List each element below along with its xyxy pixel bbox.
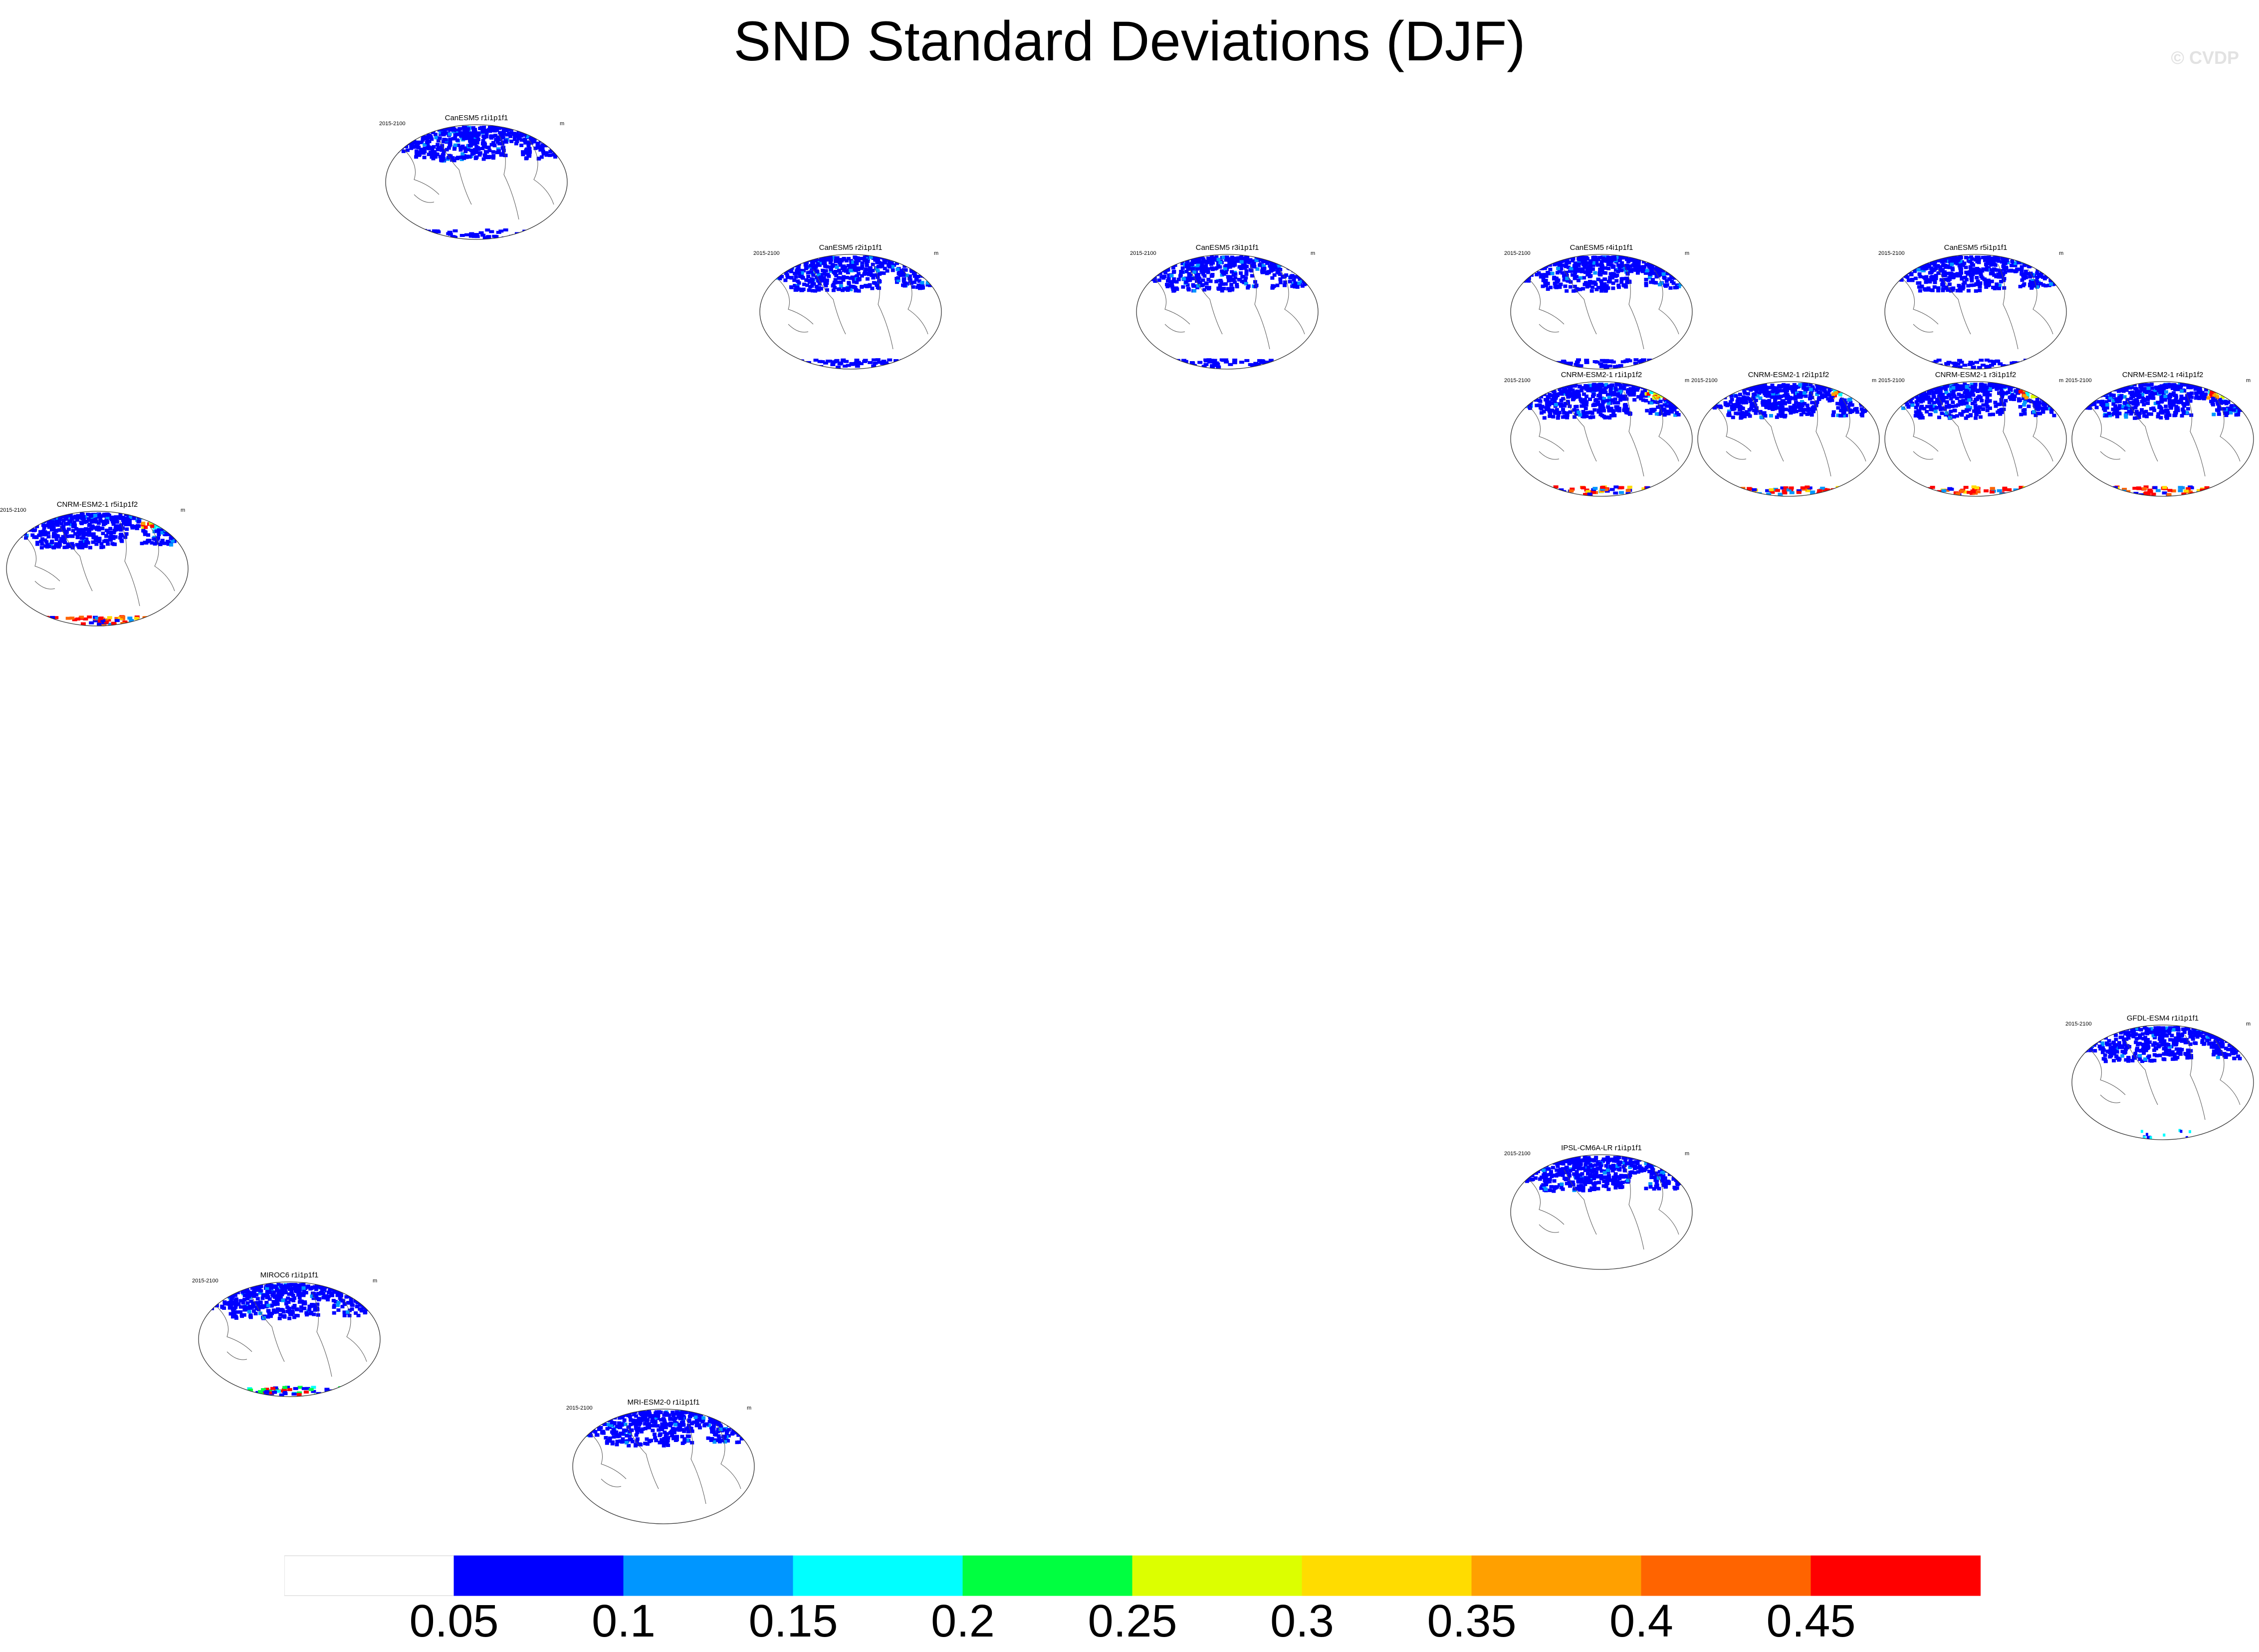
panel-units: m bbox=[2246, 378, 2251, 384]
panel-title: CNRM-ESM2-1 r4i1p1f2 bbox=[2122, 371, 2204, 379]
colorbar-segment bbox=[623, 1555, 794, 1596]
map-panel: CNRM-ESM2-1 r2i1p1f2 2015-2100 m bbox=[1691, 371, 1891, 506]
panel-title: CanESM5 r3i1p1f1 bbox=[1195, 243, 1259, 252]
colorbar-tick-label: 0.15 bbox=[748, 1596, 838, 1647]
panel-units: m bbox=[181, 507, 186, 513]
panel-units: m bbox=[1685, 1151, 1690, 1157]
globe-map bbox=[1510, 1154, 1693, 1270]
map-panel: CanESM5 r1i1p1f1 2015-2100 m bbox=[379, 114, 579, 249]
panel-period: 2015-2100 bbox=[566, 1405, 593, 1411]
panel-units: m bbox=[2059, 378, 2064, 384]
panel-units: m bbox=[934, 250, 939, 256]
colorbar-tick-label: 0.45 bbox=[1766, 1596, 1856, 1647]
map-panel: CanESM5 r3i1p1f1 2015-2100 m bbox=[1130, 243, 1330, 379]
colorbar-tick-label: 0.35 bbox=[1427, 1596, 1517, 1647]
globe-map bbox=[1136, 254, 1319, 370]
colorbar-segment bbox=[1471, 1555, 1642, 1596]
colorbar-segment bbox=[1302, 1555, 1472, 1596]
panel-period: 2015-2100 bbox=[379, 121, 406, 127]
panel-title: CNRM-ESM2-1 r2i1p1f2 bbox=[1748, 371, 1829, 379]
map-panel: CanESM5 r4i1p1f1 2015-2100 m bbox=[1504, 243, 1704, 379]
globe-map bbox=[1510, 254, 1693, 370]
map-panel: MIROC6 r1i1p1f1 2015-2100 m bbox=[192, 1271, 392, 1407]
panel-title: MIROC6 r1i1p1f1 bbox=[260, 1271, 319, 1279]
globe-map bbox=[198, 1281, 381, 1397]
map-panel: MRI-ESM2-0 r1i1p1f1 2015-2100 m bbox=[566, 1398, 766, 1534]
panel-title: CNRM-ESM2-1 r1i1p1f2 bbox=[1561, 371, 1642, 379]
colorbar-tick-label: 0.05 bbox=[409, 1596, 499, 1647]
panel-period: 2015-2100 bbox=[1691, 378, 1718, 384]
globe-map bbox=[1510, 381, 1693, 497]
colorbar-tick-label: 0.3 bbox=[1270, 1596, 1334, 1647]
colorbar-segment bbox=[1641, 1555, 1811, 1596]
colorbar-tick-label: 0.1 bbox=[592, 1596, 656, 1647]
map-panel: CNRM-ESM2-1 r3i1p1f2 2015-2100 m bbox=[1878, 371, 2078, 506]
panel-units: m bbox=[1872, 378, 1877, 384]
panel-units: m bbox=[560, 121, 565, 127]
colorbar-segment bbox=[453, 1555, 624, 1596]
globe-map bbox=[2071, 381, 2254, 497]
map-panel: CNRM-ESM2-1 r5i1p1f2 2015-2100 m bbox=[0, 500, 200, 636]
panel-units: m bbox=[1311, 250, 1316, 256]
panel-units: m bbox=[373, 1278, 378, 1284]
panel-units: m bbox=[1685, 250, 1690, 256]
globe-map bbox=[1697, 381, 1880, 497]
panel-title: MRI-ESM2-0 r1i1p1f1 bbox=[627, 1398, 700, 1407]
map-panel: IPSL-CM6A-LR r1i1p1f1 2015-2100 m bbox=[1504, 1144, 1704, 1279]
chart-title: SND Standard Deviations (DJF) bbox=[733, 10, 1526, 72]
colorbar-tick-label: 0.4 bbox=[1609, 1596, 1673, 1647]
panel-period: 2015-2100 bbox=[1504, 250, 1531, 256]
colorbar-segment bbox=[284, 1555, 454, 1596]
colorbar-segment bbox=[1810, 1555, 1981, 1596]
colorbar bbox=[284, 1555, 1981, 1596]
panel-title: CNRM-ESM2-1 r5i1p1f2 bbox=[56, 500, 138, 509]
panel-units: m bbox=[747, 1405, 752, 1411]
map-panel: CanESM5 r5i1p1f1 2015-2100 m bbox=[1878, 243, 2078, 379]
colorbar-segment bbox=[1132, 1555, 1303, 1596]
panel-units: m bbox=[2059, 250, 2064, 256]
globe-map bbox=[6, 511, 189, 626]
globe-map bbox=[759, 254, 942, 370]
panel-period: 2015-2100 bbox=[1878, 250, 1905, 256]
panel-period: 2015-2100 bbox=[1504, 378, 1531, 384]
panel-title: IPSL-CM6A-LR r1i1p1f1 bbox=[1561, 1144, 1642, 1152]
panel-title: CanESM5 r5i1p1f1 bbox=[1944, 243, 2008, 252]
globe-map bbox=[2071, 1025, 2254, 1140]
map-panel: GFDL-ESM4 r1i1p1f1 2015-2100 m bbox=[2065, 1014, 2259, 1150]
panel-title: CanESM5 r2i1p1f1 bbox=[819, 243, 883, 252]
panel-period: 2015-2100 bbox=[1878, 378, 1905, 384]
panel-title: CanESM5 r1i1p1f1 bbox=[445, 114, 508, 122]
panel-units: m bbox=[2246, 1021, 2251, 1027]
colorbar-segment bbox=[793, 1555, 963, 1596]
colorbar-segment bbox=[962, 1555, 1133, 1596]
map-panel: CNRM-ESM2-1 r1i1p1f2 2015-2100 m bbox=[1504, 371, 1704, 506]
panel-period: 2015-2100 bbox=[753, 250, 780, 256]
panel-period: 2015-2100 bbox=[2065, 1021, 2092, 1027]
cvdp-watermark: © CVDP bbox=[2171, 47, 2239, 68]
globe-map bbox=[1884, 254, 2067, 370]
globe-map bbox=[572, 1409, 755, 1524]
panel-period: 2015-2100 bbox=[0, 507, 26, 513]
panel-title: GFDL-ESM4 r1i1p1f1 bbox=[2126, 1014, 2199, 1023]
globe-map bbox=[1884, 381, 2067, 497]
colorbar-tick-label: 0.2 bbox=[931, 1596, 995, 1647]
map-panel: CNRM-ESM2-1 r4i1p1f2 2015-2100 m bbox=[2065, 371, 2259, 506]
map-panel: CanESM5 r2i1p1f1 2015-2100 m bbox=[753, 243, 953, 379]
panel-period: 2015-2100 bbox=[1504, 1151, 1531, 1157]
panel-title: CNRM-ESM2-1 r3i1p1f2 bbox=[1935, 371, 2017, 379]
panel-units: m bbox=[1685, 378, 1690, 384]
panel-title: CanESM5 r4i1p1f1 bbox=[1570, 243, 1633, 252]
colorbar-tick-label: 0.25 bbox=[1088, 1596, 1177, 1647]
panel-period: 2015-2100 bbox=[2065, 378, 2092, 384]
panel-period: 2015-2100 bbox=[1130, 250, 1156, 256]
globe-map bbox=[385, 124, 568, 240]
panel-period: 2015-2100 bbox=[192, 1278, 219, 1284]
